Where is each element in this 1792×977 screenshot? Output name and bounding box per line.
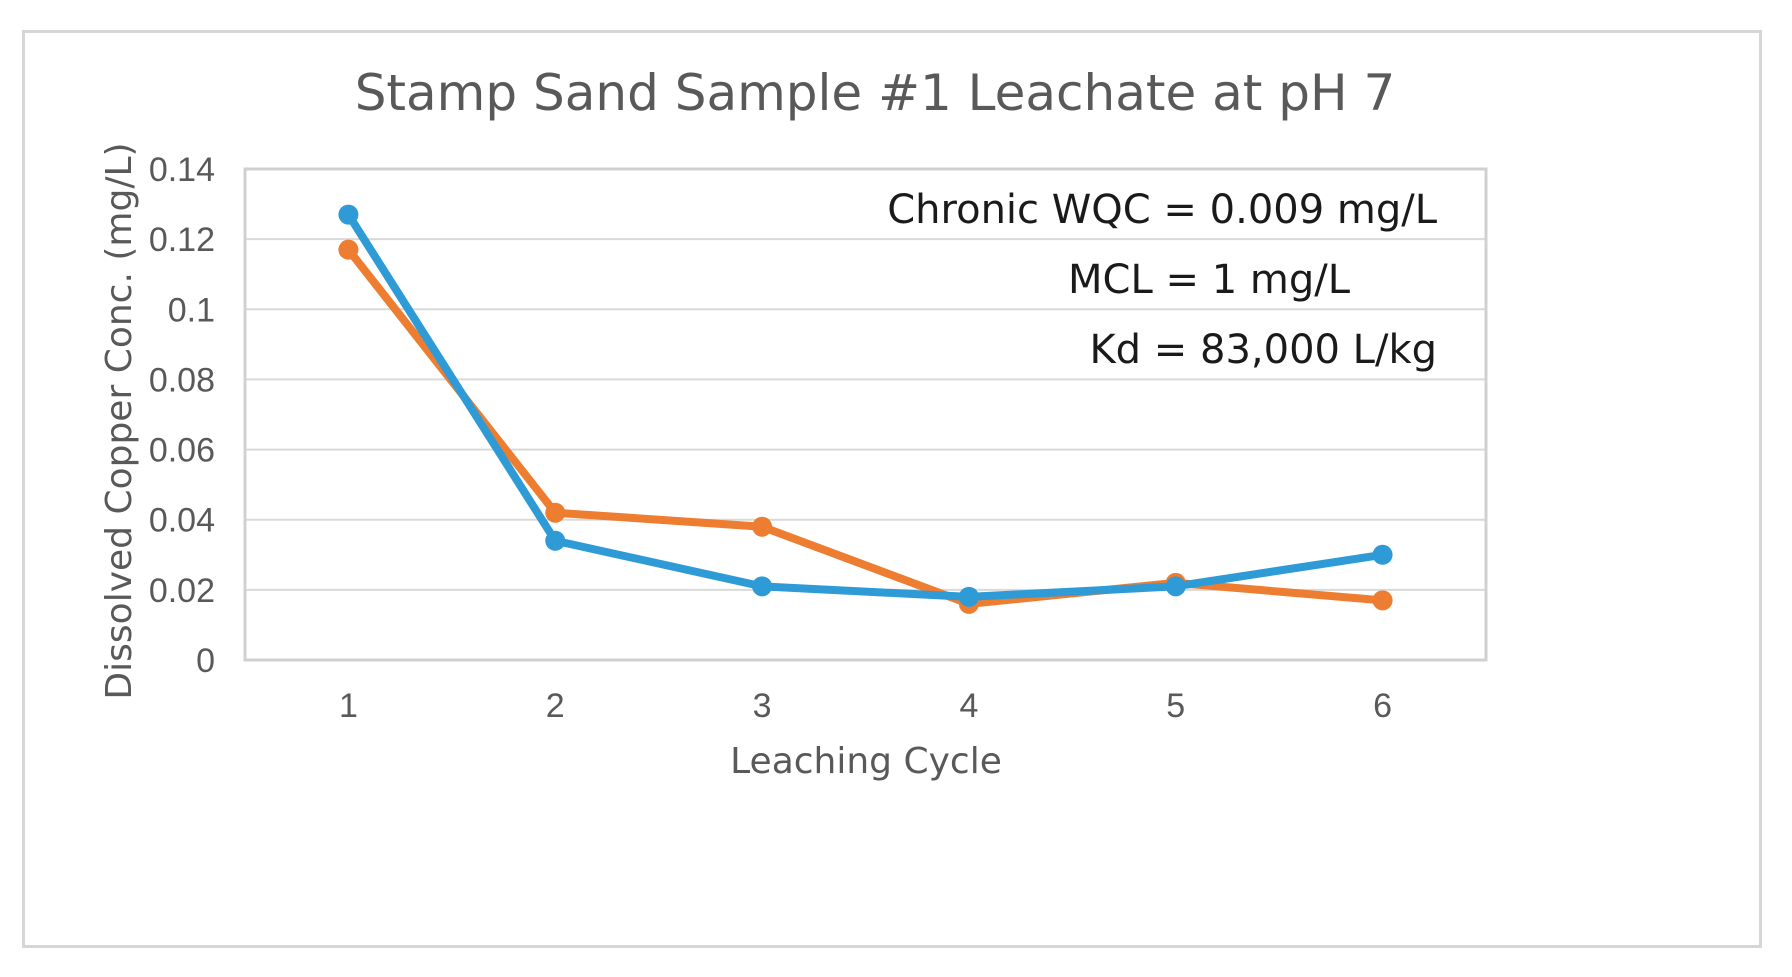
annotation-kd: Kd = 83,000 L/kg bbox=[1089, 327, 1437, 373]
data-point[interactable] bbox=[752, 516, 773, 537]
series-2 bbox=[338, 204, 1393, 607]
chart-svg: Stamp Sand Sample #1 Leachate at pH 7 00… bbox=[99, 64, 1488, 782]
series-layer bbox=[338, 204, 1393, 614]
y-tick-label: 0.12 bbox=[149, 221, 215, 259]
data-point[interactable] bbox=[1372, 544, 1393, 565]
series-line bbox=[344, 245, 1387, 608]
data-point[interactable] bbox=[338, 239, 359, 260]
x-axis-ticks: 1 2 3 4 5 6 bbox=[339, 687, 1392, 725]
data-point[interactable] bbox=[1165, 576, 1186, 597]
y-tick-label: 0.04 bbox=[149, 502, 215, 540]
annotation-chronic-wqc: Chronic WQC = 0.009 mg/L bbox=[887, 187, 1437, 233]
data-point[interactable] bbox=[545, 530, 566, 551]
chart-title: Stamp Sand Sample #1 Leachate at pH 7 bbox=[355, 64, 1396, 122]
y-tick-label: 0.14 bbox=[149, 151, 215, 189]
plot-area-border bbox=[243, 167, 1488, 662]
y-tick-label: 0.06 bbox=[149, 432, 215, 470]
data-point[interactable] bbox=[958, 586, 979, 607]
y-axis-title: Dissolved Copper Conc. (mg/L) bbox=[99, 142, 140, 699]
x-tick-label: 3 bbox=[753, 687, 772, 725]
y-tick-label: 0 bbox=[196, 642, 215, 680]
x-tick-label: 6 bbox=[1373, 687, 1392, 725]
data-point[interactable] bbox=[545, 502, 566, 523]
annotation-mcl: MCL = 1 mg/L bbox=[1068, 257, 1351, 303]
x-axis-title: Leaching Cycle bbox=[730, 741, 1002, 782]
series-line bbox=[344, 210, 1387, 601]
x-tick-label: 5 bbox=[1166, 687, 1185, 725]
y-tick-label: 0.1 bbox=[168, 291, 215, 329]
y-tick-label: 0.08 bbox=[149, 361, 215, 399]
x-tick-label: 4 bbox=[959, 687, 978, 725]
data-point[interactable] bbox=[752, 576, 773, 597]
y-tick-label: 0.02 bbox=[149, 572, 215, 610]
x-tick-label: 2 bbox=[546, 687, 565, 725]
data-point[interactable] bbox=[1372, 590, 1393, 611]
y-axis-ticks: 0 0.02 0.04 0.06 0.08 0.1 0.12 0.14 bbox=[149, 151, 215, 680]
data-point[interactable] bbox=[338, 204, 359, 225]
x-tick-label: 1 bbox=[339, 687, 358, 725]
